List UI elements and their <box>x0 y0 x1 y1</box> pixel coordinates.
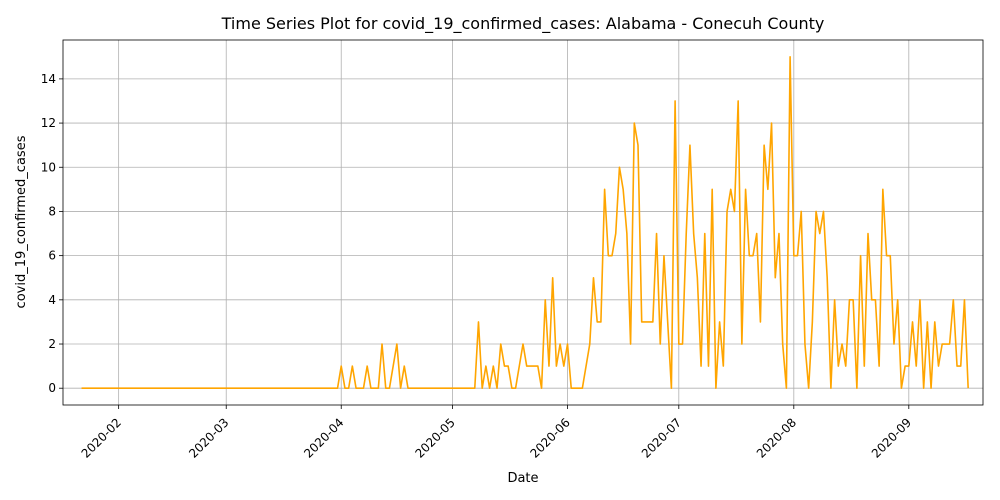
series-line-0 <box>81 55 969 390</box>
chart-title: Time Series Plot for covid_19_confirmed_… <box>221 14 825 34</box>
series-layer <box>81 55 969 390</box>
y-tick-label: 6 <box>48 249 56 263</box>
plot-area-frame <box>62 39 984 406</box>
y-tick-label: 12 <box>41 116 56 130</box>
y-tick-label: 2 <box>48 337 56 351</box>
y-axis-title: covid_19_confirmed_cases <box>14 135 29 308</box>
y-tick-label: 8 <box>48 204 56 218</box>
y-tick-label: 4 <box>48 293 56 307</box>
y-tick-label: 14 <box>41 72 56 86</box>
y-tick-label: 10 <box>41 160 56 174</box>
x-axis-title: Date <box>507 471 538 486</box>
y-tick-label: 0 <box>48 381 56 395</box>
y-axis: 0 2 4 6 8 10 12 14 <box>41 72 63 395</box>
